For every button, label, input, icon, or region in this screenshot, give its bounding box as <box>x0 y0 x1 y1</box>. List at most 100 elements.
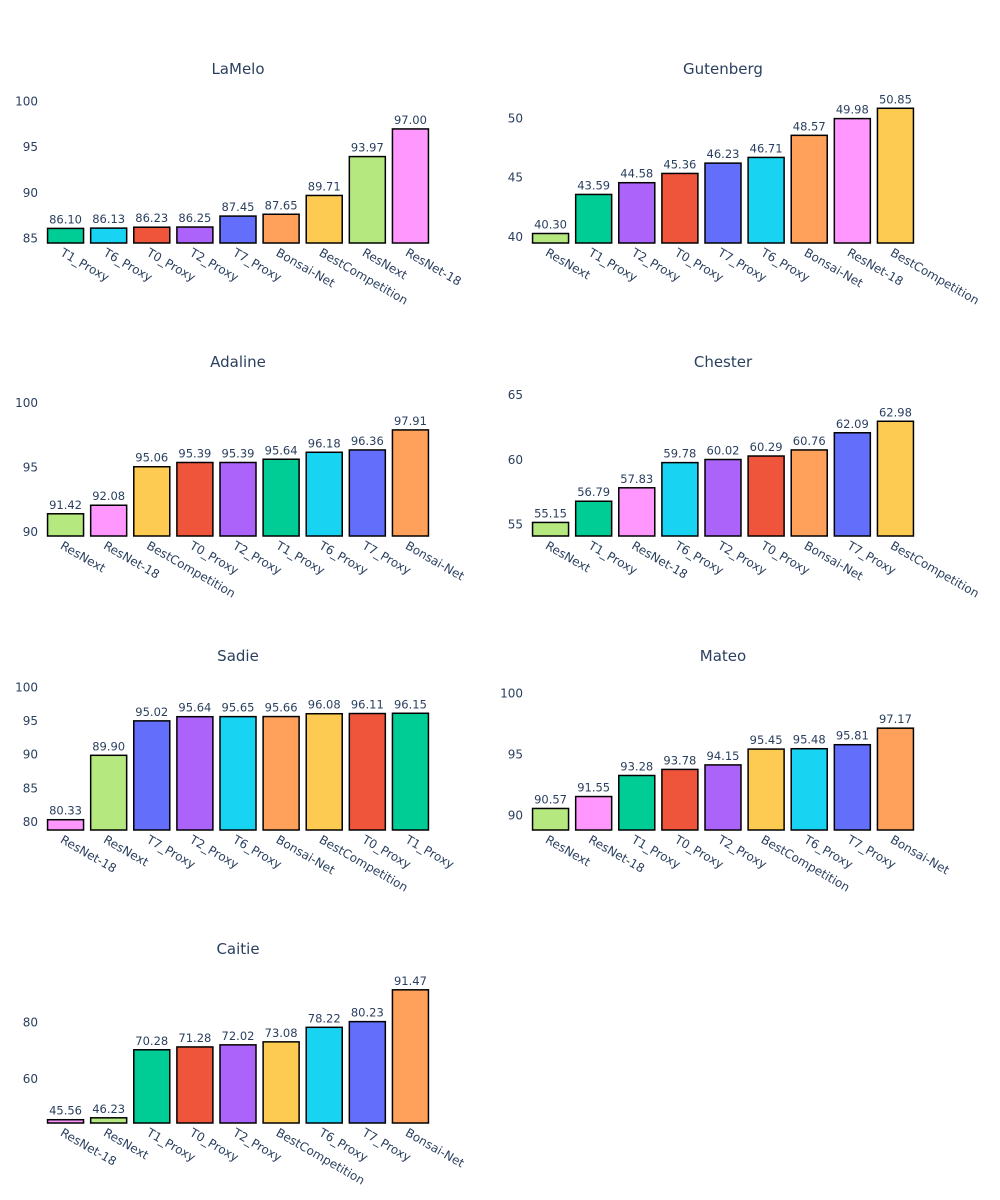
bar-T6_Proxy <box>747 156 785 244</box>
x-tick-label: ResNet-18 <box>403 245 464 288</box>
bar-T6_Proxy <box>305 451 343 537</box>
x-tick-label: Bonsai-Net <box>403 1125 467 1170</box>
value-label: 60.29 <box>750 440 783 454</box>
chart-panel-2: Adaline909510091.42ResNext92.08ResNet-18… <box>15 353 467 601</box>
x-tick-label: T2_Proxy <box>628 245 682 285</box>
value-label: 93.78 <box>663 753 696 767</box>
x-tick-label: T0_Proxy <box>672 245 726 285</box>
chart-title: Adaline <box>210 353 266 371</box>
bar-T6_Proxy <box>661 461 699 537</box>
value-label: 94.15 <box>707 749 740 763</box>
bar-T1_Proxy <box>133 1049 171 1124</box>
value-label: 95.06 <box>135 451 168 465</box>
value-label: 46.23 <box>92 1102 125 1116</box>
value-label: 89.90 <box>92 739 125 753</box>
value-label: 97.91 <box>394 414 427 428</box>
value-label: 96.18 <box>308 436 341 450</box>
bar-BestCompetition <box>305 194 343 244</box>
bar-T2_Proxy <box>704 764 742 831</box>
bar-Bonsai-Net <box>262 715 300 831</box>
bar-T1_Proxy <box>618 774 656 831</box>
y-tick-label: 85 <box>23 781 38 795</box>
bar-BestCompetition <box>305 712 343 831</box>
x-tick-label: T0_Proxy <box>672 832 726 872</box>
value-label: 95.39 <box>222 446 255 460</box>
bar-ResNet-18 <box>46 818 85 831</box>
value-label: 95.64 <box>178 701 211 715</box>
value-label: 86.23 <box>135 211 168 225</box>
x-tick-label: ResNext <box>543 832 593 869</box>
y-tick-label: 90 <box>23 525 38 539</box>
x-tick-label: Bonsai-Net <box>403 538 467 583</box>
bar-T2_Proxy <box>219 461 257 537</box>
bar-BestCompetition <box>747 748 785 831</box>
bar-T7_Proxy <box>704 162 742 244</box>
y-tick-label: 95 <box>23 461 38 475</box>
value-label: 59.78 <box>663 447 696 461</box>
bar-ResNext <box>89 754 128 831</box>
y-tick-label: 95 <box>23 714 38 728</box>
bar-T2_Proxy <box>219 1044 257 1124</box>
x-tick-label: T1_Proxy <box>585 538 639 578</box>
bar-T7_Proxy <box>133 720 171 831</box>
x-tick-label: ResNext <box>543 245 593 282</box>
value-label: 73.08 <box>265 1026 298 1040</box>
chart-panel-3: Chester 55 60 65 55.15 ResNext 56.79 T1_Proxy 57… <box>508 353 982 601</box>
value-label: 87.45 <box>222 200 255 214</box>
y-tick-label: 95 <box>23 140 38 154</box>
value-label: 95.02 <box>135 705 168 719</box>
x-tick-label: T6_Proxy <box>316 538 370 578</box>
bar-ResNext <box>531 232 570 244</box>
bar-T0_Proxy <box>348 712 387 831</box>
value-label: 43.59 <box>577 178 610 192</box>
y-tick-label: 100 <box>15 680 38 694</box>
value-label: 44.58 <box>620 167 653 181</box>
x-tick-label: T1_Proxy <box>57 245 111 285</box>
value-label: 93.97 <box>351 141 384 155</box>
y-tick-label: 60 <box>23 1072 38 1086</box>
value-label: 91.47 <box>394 974 427 988</box>
value-label: 50.85 <box>879 92 912 106</box>
y-tick-label: 90 <box>23 748 38 762</box>
x-tick-label: T7_Proxy <box>230 245 284 285</box>
value-label: 89.71 <box>308 179 341 193</box>
value-label: 80.33 <box>49 804 82 818</box>
value-label: 78.22 <box>308 1011 341 1025</box>
x-tick-label: T7_Proxy <box>844 832 898 872</box>
value-label: 95.48 <box>793 733 826 747</box>
value-label: 45.56 <box>49 1104 82 1118</box>
x-tick-label: T2_Proxy <box>230 538 284 578</box>
x-tick-label: BestCompetition <box>888 538 982 600</box>
bar-ResNet-18 <box>391 128 430 244</box>
value-label: 86.13 <box>92 212 125 226</box>
bar-T2_Proxy <box>176 715 214 831</box>
value-label: 46.71 <box>750 141 783 155</box>
chart-title: Mateo <box>700 647 746 665</box>
chart-title: Gutenberg <box>683 60 763 78</box>
bar-ResNext <box>89 1117 128 1124</box>
value-label: 90.57 <box>534 792 567 806</box>
value-label: 95.64 <box>265 443 298 457</box>
bar-ResNet-18 <box>618 487 656 537</box>
x-tick-label: T0_Proxy <box>758 538 812 578</box>
y-tick-label: 100 <box>500 687 523 701</box>
value-label: 96.11 <box>351 698 384 712</box>
bar-T1_Proxy <box>46 227 85 244</box>
value-label: 92.08 <box>92 489 125 503</box>
bar-Bonsai-Net <box>790 134 828 244</box>
y-tick-label: 100 <box>15 95 38 109</box>
bar-ResNet-18 <box>89 504 128 537</box>
y-tick-label: 90 <box>23 186 38 200</box>
chart-panel-0: LaMelo 85 90 95 100 86.10 T1_Proxy 86.13 T6_Prox… <box>15 60 464 308</box>
value-label: 96.15 <box>394 697 427 711</box>
value-label: 91.55 <box>577 781 610 795</box>
bar-T7_Proxy <box>833 743 872 831</box>
value-label: 93.28 <box>620 759 653 773</box>
x-tick-label: T0_Proxy <box>143 245 197 285</box>
bar-T1_Proxy <box>574 500 613 537</box>
value-label: 49.98 <box>836 103 869 117</box>
bar-T6_Proxy <box>89 227 128 244</box>
bar-T1_Proxy <box>262 458 300 537</box>
value-label: 97.00 <box>394 113 427 127</box>
bar-ResNext <box>531 807 570 831</box>
